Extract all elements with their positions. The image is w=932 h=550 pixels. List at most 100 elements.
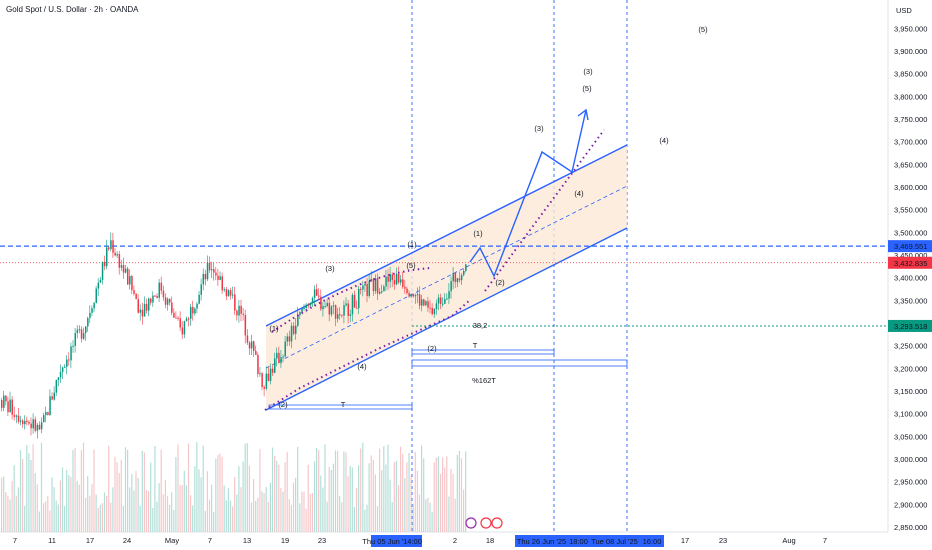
time-highlight-label: Thu 05 Jun '25: [362, 537, 411, 546]
volume-bar: [297, 446, 299, 532]
volume-bar: [99, 504, 101, 532]
dotted-arc: [271, 267, 433, 333]
volume-bar: [43, 503, 45, 532]
volume-bar: [332, 463, 334, 532]
volume-bar: [95, 494, 97, 532]
time-highlight: [515, 535, 568, 547]
volume-bar: [5, 492, 7, 532]
chart-title: Gold Spot / U.S. Dollar · 2h · OANDA: [6, 5, 139, 14]
y-tick-label: 3,100.000: [894, 410, 927, 419]
candle-body: [448, 291, 450, 299]
volume-bar: [303, 491, 305, 532]
volume-bar: [290, 505, 292, 532]
volume-bar: [135, 470, 137, 532]
volume-bar: [400, 446, 402, 532]
volume-bar: [435, 457, 437, 532]
volume-bar: [13, 464, 15, 532]
candle-body: [374, 278, 377, 292]
volume-bar: [292, 482, 295, 532]
candle-body: [429, 307, 431, 309]
volume-bar: [418, 494, 421, 532]
candle-body: [40, 422, 43, 430]
volume-bar: [267, 501, 269, 532]
volume-bar: [250, 502, 253, 532]
candle-body: [13, 414, 16, 417]
volume-bar: [97, 507, 99, 532]
candle-body: [414, 295, 417, 297]
candle-body: [227, 290, 230, 297]
volume-bar: [156, 501, 158, 532]
volume-bar: [309, 494, 311, 532]
volume-bar: [232, 506, 234, 532]
candle-body: [7, 401, 9, 413]
volume-bar: [391, 501, 393, 532]
volume-bar: [330, 469, 332, 532]
candle-body: [286, 336, 289, 342]
candle-body: [362, 285, 364, 290]
volume-bar: [206, 471, 208, 532]
volume-bar: [120, 459, 122, 532]
candle-body: [211, 269, 213, 271]
volume-bar: [448, 496, 450, 532]
volume-bar: [217, 454, 219, 532]
volume-bar: [51, 477, 53, 532]
volume-bar: [360, 448, 362, 532]
x-tick-label: 24: [123, 536, 131, 545]
candle-body: [458, 278, 461, 281]
volume-bar: [280, 487, 282, 532]
volume-bar: [229, 500, 232, 532]
candle-body: [43, 415, 45, 423]
wave-label: (1): [269, 324, 279, 333]
y-tick-label: 3,900.000: [894, 47, 927, 56]
candle-body: [129, 276, 131, 285]
candle-body: [160, 282, 163, 291]
candle-body: [38, 424, 41, 430]
x-tick-label: 19: [281, 536, 289, 545]
volume-bar: [421, 445, 423, 532]
volume-bar: [127, 449, 129, 532]
volume-bar: [47, 495, 49, 532]
volume-bar: [301, 491, 303, 532]
volume-bar: [439, 473, 442, 532]
candle-body: [322, 306, 324, 310]
volume-bar: [244, 443, 246, 532]
candle-body: [320, 296, 322, 310]
volume-bar: [385, 464, 387, 532]
volume-bar: [408, 452, 410, 532]
candle-body: [95, 288, 97, 304]
volume-bar: [370, 455, 372, 532]
wave-label: (5): [698, 25, 708, 34]
candle-body: [446, 298, 448, 300]
candle-body: [341, 314, 343, 316]
x-tick-label: 17: [681, 536, 689, 545]
volume-bar: [372, 460, 374, 532]
candle-body: [135, 293, 137, 300]
volume-bar: [11, 480, 13, 532]
volume-bar: [253, 479, 255, 532]
volume-bar: [368, 463, 370, 532]
candle-body: [223, 289, 226, 291]
volume-bar: [173, 509, 175, 532]
channel-lower-line: [265, 227, 628, 411]
candle-body: [150, 298, 152, 303]
wave-label: (3): [534, 124, 544, 133]
candle-body: [236, 310, 238, 316]
wave-label: (2): [278, 400, 288, 409]
dotted-projection-line: [484, 129, 605, 292]
wave-label: (2): [495, 278, 505, 287]
volume-bar: [242, 461, 244, 532]
candle-body: [70, 346, 72, 361]
x-tick-label: 7: [208, 536, 212, 545]
candle-body: [309, 302, 312, 306]
volume-bar: [339, 495, 341, 532]
time-highlight: [568, 535, 589, 547]
volume-bar: [223, 485, 225, 532]
volume-bar: [334, 450, 337, 532]
volume-bar: [154, 445, 156, 532]
wave-label: (4): [574, 189, 584, 198]
candle-body: [202, 273, 205, 285]
volume-bar: [59, 480, 61, 532]
y-tick-label: 3,750.000: [894, 115, 927, 124]
volume-bar: [78, 484, 80, 532]
